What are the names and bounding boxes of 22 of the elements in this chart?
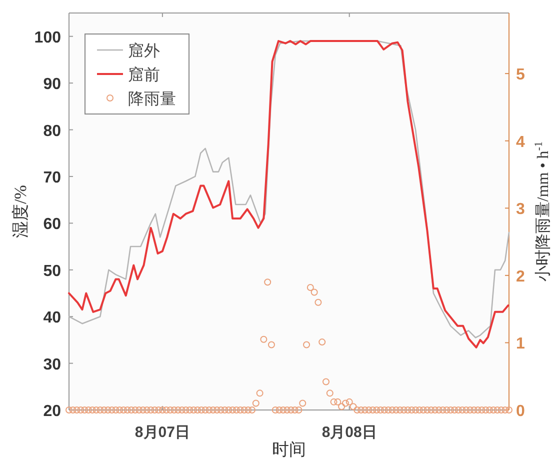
y-tick-label: 50: [43, 262, 62, 280]
y-tick-label: 40: [43, 310, 62, 327]
y-tick-label: 90: [43, 76, 62, 94]
y2-tick-label: 4: [516, 134, 525, 151]
y-tick-label: 60: [43, 216, 62, 234]
y-axis-title: 湿度/%: [11, 185, 30, 238]
y2-tick-label: 5: [516, 66, 525, 84]
y2-tick-label: 0: [516, 403, 525, 420]
legend-label: 窟前: [128, 66, 160, 84]
y-tick-label: 100: [34, 29, 62, 46]
x-axis-title: 时间: [272, 440, 306, 459]
x-tick-label: 8月08日: [322, 424, 377, 441]
y-tick-label: 20: [43, 403, 62, 420]
legend-label: 窟外: [128, 42, 160, 60]
legend-label: 降雨量: [128, 91, 176, 108]
y-tick-label: 80: [43, 122, 62, 140]
y-tick-label: 30: [43, 356, 62, 374]
y2-tick-label: 2: [516, 268, 525, 286]
y-tick-label: 70: [43, 169, 62, 186]
y2-tick-label: 3: [516, 201, 525, 218]
y2-tick-label: 1: [516, 336, 525, 353]
x-tick-label: 8月07日: [134, 424, 190, 441]
